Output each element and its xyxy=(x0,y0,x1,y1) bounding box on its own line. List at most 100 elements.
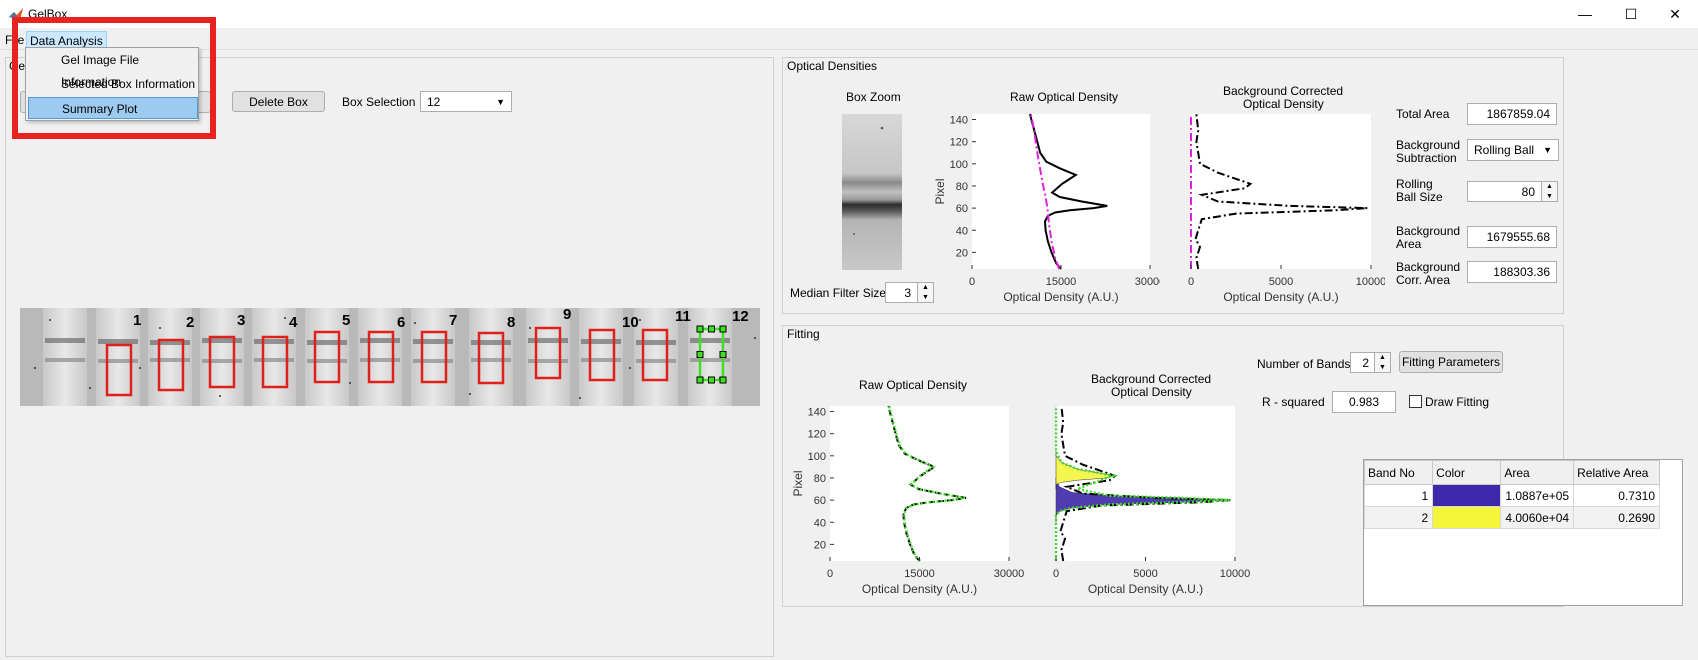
menu-item-gel-image-file-information[interactable]: Gel Image File Information xyxy=(61,53,140,89)
column-header-area[interactable]: Area xyxy=(1500,460,1575,485)
lane-box-8[interactable] xyxy=(477,331,505,385)
gel-band-lower xyxy=(254,358,294,362)
gel-speck xyxy=(579,397,581,399)
gel-lane xyxy=(252,308,296,406)
median-filter-size-spinner[interactable]: 3 ▲ ▼ xyxy=(885,282,934,303)
gel-speck xyxy=(34,367,36,369)
lane-box-1[interactable] xyxy=(105,343,133,397)
bg-subtraction-value: Rolling Ball xyxy=(1474,143,1535,157)
gel-speck xyxy=(754,337,756,339)
y-tick-label: 20 xyxy=(956,247,968,259)
lane-box-7[interactable] xyxy=(420,330,448,384)
lane-box-4[interactable] xyxy=(261,335,289,389)
series-line-2 xyxy=(887,405,966,562)
bg-area-field[interactable]: 1679555.68 xyxy=(1467,226,1557,248)
gel-speck xyxy=(159,327,161,329)
lane-box-2[interactable] xyxy=(157,338,185,392)
resize-handle[interactable] xyxy=(696,325,704,333)
bg-subtraction-label-line1: Background xyxy=(1396,138,1461,152)
gel-speck xyxy=(89,387,91,389)
rolling-ball-label-line2: Ball Size xyxy=(1396,190,1443,204)
data-analysis-menu: Gel Image File Information Selected Box … xyxy=(25,47,199,121)
delete-box-button[interactable]: Delete Box xyxy=(232,91,325,112)
x-axis-label: Optical Density (A.U.) xyxy=(1003,290,1118,304)
y-tick-label: 60 xyxy=(956,203,968,215)
spin-up-icon[interactable]: ▲ xyxy=(1541,182,1557,192)
draw-fitting-label: Draw Fitting xyxy=(1425,395,1490,409)
spin-down-icon[interactable]: ▼ xyxy=(1374,362,1390,372)
series-line-1 xyxy=(1194,113,1368,270)
bg-subtraction-dropdown[interactable]: Rolling Ball ▼ xyxy=(1467,139,1559,161)
band-color-swatch[interactable] xyxy=(1432,484,1502,507)
fitting-parameters-button[interactable]: Fitting Parameters xyxy=(1399,351,1503,373)
y-tick-label: 140 xyxy=(808,407,826,419)
lane-number-5: 5 xyxy=(342,312,351,329)
number-of-bands-value: 2 xyxy=(1362,356,1369,370)
menu-item-summary-plot[interactable]: Summary Plot xyxy=(28,97,198,119)
relative-area-cell[interactable]: 0.7310 xyxy=(1573,484,1660,507)
gel-band-lower xyxy=(636,359,676,363)
r-squared-label: R - squared xyxy=(1262,395,1325,409)
lane-box-5[interactable] xyxy=(313,330,341,384)
total-area-field[interactable]: 1867859.04 xyxy=(1467,103,1557,125)
spin-up-icon[interactable]: ▲ xyxy=(1374,353,1390,363)
bg-corr-area-field[interactable]: 188303.36 xyxy=(1467,261,1557,283)
band-no-cell[interactable]: 1 xyxy=(1363,484,1434,507)
spin-up-icon[interactable]: ▲ xyxy=(917,283,933,293)
area-cell[interactable]: 4.0060e+04 xyxy=(1500,506,1575,529)
lane-number-12: 12 xyxy=(732,308,749,325)
gel-boxes[interactable] xyxy=(105,325,727,397)
column-header-relative-area[interactable]: Relative Area xyxy=(1573,460,1660,485)
gel-band-lower xyxy=(307,359,347,363)
lane-box-3[interactable] xyxy=(208,335,236,389)
close-window-button[interactable]: ✕ xyxy=(1652,0,1698,28)
band-table-container: Band No Color Area Relative Area 1 1.088… xyxy=(1363,459,1683,606)
menu-item-selected-box-information[interactable]: Selected Box Information xyxy=(61,77,196,91)
resize-handle[interactable] xyxy=(708,376,715,384)
table-row[interactable]: 1 1.0887e+05 0.7310 xyxy=(1363,484,1660,507)
relative-area-cell[interactable]: 0.2690 xyxy=(1573,506,1660,529)
gel-band-upper xyxy=(360,338,400,343)
bg-area-label-line2: Area xyxy=(1396,237,1422,251)
maximize-button[interactable]: ☐ xyxy=(1608,0,1654,28)
x-tick-label: 0 xyxy=(1053,568,1059,580)
lane-box-6[interactable] xyxy=(367,330,395,384)
lane-number-4: 4 xyxy=(289,314,298,331)
area-cell[interactable]: 1.0887e+05 xyxy=(1500,484,1575,507)
minimize-button[interactable]: — xyxy=(1562,0,1608,28)
y-tick-label: 120 xyxy=(808,429,826,441)
column-header-color[interactable]: Color xyxy=(1432,460,1502,485)
resize-handle[interactable] xyxy=(708,325,715,333)
box-selection-label: Box Selection xyxy=(342,95,416,109)
r-squared-field[interactable]: 0.983 xyxy=(1332,391,1396,413)
lane-box-11[interactable] xyxy=(641,328,669,382)
resize-handle[interactable] xyxy=(719,325,727,333)
column-header-band-no[interactable]: Band No xyxy=(1363,460,1434,485)
resize-handle[interactable] xyxy=(696,351,704,358)
resize-handle[interactable] xyxy=(719,351,727,358)
spin-down-icon[interactable]: ▼ xyxy=(1541,191,1557,201)
rolling-ball-size-spinner[interactable]: 80 ▲ ▼ xyxy=(1467,181,1558,202)
band-no-cell[interactable]: 2 xyxy=(1363,506,1434,529)
gel-band-lower xyxy=(690,358,730,362)
gel-image[interactable] xyxy=(20,308,760,406)
bg-area-label-line1: Background xyxy=(1396,224,1461,238)
minimize-icon: — xyxy=(1578,6,1592,22)
gel-band-upper xyxy=(636,340,676,345)
box-selection-dropdown[interactable]: 12 ▼ xyxy=(420,91,512,112)
band-color-swatch[interactable] xyxy=(1432,506,1502,529)
resize-handle[interactable] xyxy=(696,376,704,384)
menu-data-analysis[interactable]: Data Analysis xyxy=(26,31,107,49)
table-row[interactable]: 2 4.0060e+04 0.2690 xyxy=(1363,506,1660,529)
gel-band-lower xyxy=(528,359,568,363)
gel-speck xyxy=(219,395,221,397)
resize-handle[interactable] xyxy=(719,376,727,384)
box-zoom-image xyxy=(842,114,902,270)
lane-box-10[interactable] xyxy=(588,328,616,382)
draw-fitting-checkbox[interactable] xyxy=(1409,395,1422,408)
lane-box-9[interactable] xyxy=(534,326,562,380)
fit-bg-title-line2: Optical Density xyxy=(1111,385,1192,399)
number-of-bands-spinner[interactable]: 2 ▲ ▼ xyxy=(1350,352,1391,373)
spin-down-icon[interactable]: ▼ xyxy=(917,292,933,302)
total-area-label: Total Area xyxy=(1396,107,1450,121)
